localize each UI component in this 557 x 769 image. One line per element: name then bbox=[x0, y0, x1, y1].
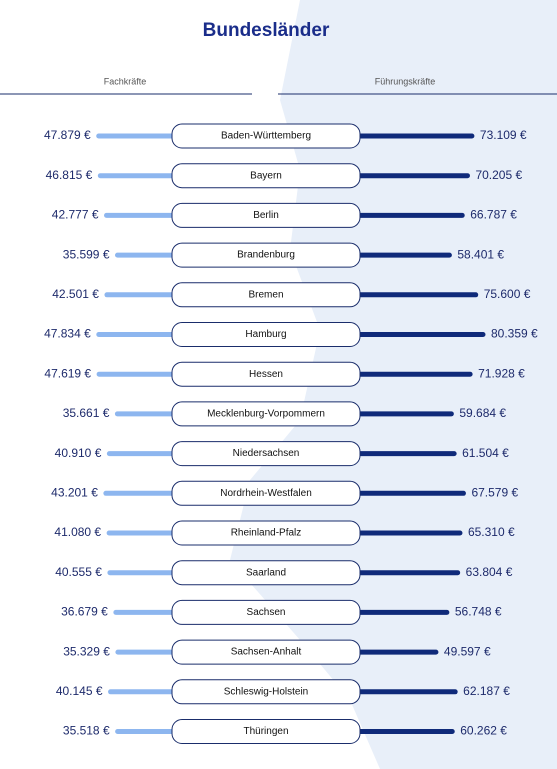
category-box bbox=[171, 679, 361, 705]
category-label: Mecklenburg-Vorpommern bbox=[207, 409, 325, 420]
category-label: Sachsen bbox=[247, 607, 286, 618]
value-label-right: 73.109 € bbox=[480, 128, 527, 142]
value-label-left: 35.329 € bbox=[63, 644, 110, 658]
category-box bbox=[171, 599, 361, 625]
category-box bbox=[171, 441, 361, 467]
value-label-left: 42.777 € bbox=[52, 208, 99, 222]
category-box bbox=[171, 480, 361, 506]
value-label-right: 59.684 € bbox=[459, 406, 506, 420]
value-label-left: 35.518 € bbox=[63, 724, 110, 738]
value-label-left: 42.501 € bbox=[52, 287, 99, 301]
value-label-right: 61.504 € bbox=[462, 446, 509, 460]
value-label-left: 46.815 € bbox=[46, 168, 93, 182]
value-label-left: 43.201 € bbox=[51, 485, 98, 499]
value-label-left: 40.910 € bbox=[55, 446, 102, 460]
value-label-left: 40.555 € bbox=[55, 565, 102, 579]
value-label-left: 47.619 € bbox=[44, 366, 91, 380]
category-label: Schleswig-Holstein bbox=[224, 686, 308, 697]
value-label-right: 75.600 € bbox=[484, 287, 531, 301]
value-label-right: 80.359 € bbox=[491, 327, 538, 341]
category-box bbox=[171, 242, 361, 268]
value-label-right: 60.262 € bbox=[460, 724, 507, 738]
category-label: Saarland bbox=[246, 567, 286, 578]
category-label: Rheinland-Pfalz bbox=[231, 528, 302, 539]
value-label-right: 65.310 € bbox=[468, 525, 515, 539]
value-label-left: 36.679 € bbox=[61, 605, 108, 619]
value-label-left: 47.834 € bbox=[44, 327, 91, 341]
category-label: Berlin bbox=[253, 210, 279, 221]
legend-left: Fachkräfte bbox=[104, 76, 147, 86]
value-label-left: 35.661 € bbox=[63, 406, 110, 420]
value-label-right: 63.804 € bbox=[466, 565, 513, 579]
category-box bbox=[171, 639, 361, 665]
category-box bbox=[171, 282, 361, 308]
category-label: Sachsen-Anhalt bbox=[231, 647, 302, 658]
value-label-right: 62.187 € bbox=[463, 684, 510, 698]
category-label: Thüringen bbox=[243, 726, 288, 737]
category-label: Brandenburg bbox=[237, 250, 295, 261]
category-label: Bremen bbox=[248, 289, 283, 300]
category-label: Hessen bbox=[249, 369, 283, 380]
legend-right: Führungskräfte bbox=[375, 76, 436, 86]
category-label: Baden-Württemberg bbox=[221, 131, 311, 142]
value-label-left: 41.080 € bbox=[54, 525, 101, 539]
category-label: Niedersachsen bbox=[233, 448, 300, 459]
category-box bbox=[171, 361, 361, 387]
category-box bbox=[171, 560, 361, 586]
category-box bbox=[171, 123, 361, 149]
category-box bbox=[171, 163, 361, 189]
value-label-right: 66.787 € bbox=[470, 208, 517, 222]
value-label-right: 56.748 € bbox=[455, 605, 502, 619]
category-box bbox=[171, 520, 361, 546]
category-box bbox=[171, 322, 361, 347]
value-label-right: 71.928 € bbox=[478, 366, 525, 380]
value-label-right: 67.579 € bbox=[471, 485, 518, 499]
value-label-left: 40.145 € bbox=[56, 684, 103, 698]
category-box bbox=[171, 719, 361, 744]
value-label-right: 49.597 € bbox=[444, 644, 491, 658]
category-label: Hamburg bbox=[245, 329, 286, 340]
value-label-left: 35.599 € bbox=[63, 247, 110, 261]
category-box bbox=[171, 202, 361, 228]
category-label: Nordrhein-Westfalen bbox=[220, 488, 312, 499]
value-label-right: 58.401 € bbox=[457, 247, 504, 261]
chart-title: Bundesländer bbox=[203, 20, 330, 41]
value-label-right: 70.205 € bbox=[475, 168, 522, 182]
value-label-left: 47.879 € bbox=[44, 128, 91, 142]
category-label: Bayern bbox=[250, 170, 282, 181]
category-box bbox=[171, 401, 361, 427]
